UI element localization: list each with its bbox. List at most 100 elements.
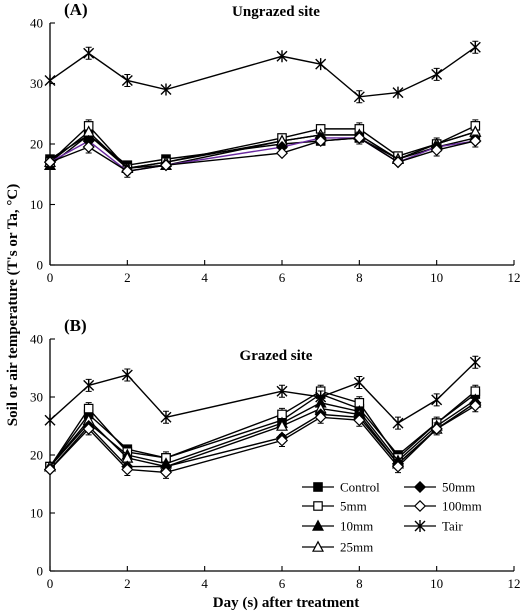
legend-label: 10mm [340, 519, 373, 534]
legend-marker [413, 499, 427, 513]
legend-entry-25mm: 25mm [302, 540, 373, 555]
data-point [353, 414, 366, 427]
x-tick-label: 12 [508, 270, 520, 285]
series-line [49, 402, 476, 470]
data-point [353, 131, 366, 144]
panel-b: 0 10 20 30 40 0 2 4 6 8 10 12 (B) Grazed site [30, 316, 520, 591]
y-tick-label: 10 [30, 506, 43, 521]
x-tick-label: 8 [356, 576, 363, 591]
data-point [83, 47, 95, 60]
series-5mm [45, 384, 481, 472]
panel-label: (A) [64, 0, 88, 19]
legend-marker [414, 520, 426, 532]
legend: Control 5mm 10mm 25mm 50mm 100mm Tair [302, 480, 482, 555]
data-point [315, 391, 327, 403]
y-tick-label: 40 [30, 332, 43, 347]
series-line [49, 390, 476, 467]
panel-title: Ungrazed site [232, 4, 320, 20]
series-line [49, 124, 476, 169]
legend-marker [413, 480, 427, 494]
data-point [391, 156, 405, 169]
data-point [43, 156, 57, 169]
data-point [392, 86, 404, 99]
y-tick-label: 30 [30, 76, 43, 91]
data-point [275, 147, 289, 160]
data-point [314, 411, 327, 424]
x-tick-label: 4 [201, 576, 208, 591]
legend-entry-10mm: 10mm [302, 519, 373, 534]
x-tick-label: 0 [47, 270, 54, 285]
data-point [314, 134, 327, 148]
x-tick-label: 12 [508, 576, 520, 591]
data-point [121, 165, 134, 178]
data-point [276, 419, 288, 431]
series-line [49, 405, 476, 474]
data-point [160, 411, 172, 424]
y-tick-label: 40 [30, 16, 43, 31]
series-line [49, 361, 476, 424]
y-tick-label: 0 [37, 564, 44, 579]
y-tick-label: 0 [37, 258, 44, 273]
series-100mm [43, 131, 482, 178]
data-point [469, 399, 482, 412]
x-tick-label: 0 [47, 576, 54, 591]
legend-entry-5mm: 5mm [302, 499, 367, 514]
data-point [469, 356, 481, 369]
x-tick-label: 10 [430, 270, 443, 285]
data-point [121, 74, 133, 87]
series-line [49, 130, 476, 169]
data-point [276, 385, 288, 398]
legend-entry-tair: Tair [404, 519, 463, 534]
series-line [49, 393, 476, 468]
series-line [49, 402, 476, 468]
legend-entry-control: Control [302, 480, 380, 495]
data-point [160, 83, 172, 96]
data-point [82, 140, 95, 154]
data-point [82, 422, 95, 435]
x-axis-label: Day (s) after treatment [213, 595, 359, 611]
data-point [392, 417, 404, 430]
legend-entry-50mm: 50mm [404, 480, 475, 495]
legend-marker [312, 519, 324, 531]
data-point [83, 379, 95, 392]
legend-entry-100mm: 100mm [404, 499, 482, 514]
panel-label: (B) [64, 316, 87, 335]
legend-marker [312, 540, 324, 552]
series-100mm [43, 399, 482, 479]
legend-label: Control [340, 480, 380, 495]
data-point [353, 376, 365, 389]
legend-marker [313, 482, 323, 492]
legend-label: 50mm [442, 480, 475, 495]
data-point [121, 463, 134, 476]
legend-marker [313, 501, 323, 511]
panel-a: 0 10 20 30 40 0 2 4 6 8 10 12 (A) Ungrazed site [30, 0, 520, 285]
data-point [121, 368, 133, 381]
legend-label: Tair [442, 519, 463, 534]
data-point [431, 68, 443, 81]
x-tick-label: 4 [201, 270, 208, 285]
data-point [44, 74, 56, 87]
series-line [49, 46, 476, 98]
data-point [315, 58, 327, 71]
x-tick-label: 6 [279, 270, 286, 285]
panel-title: Grazed site [240, 348, 313, 364]
data-point [43, 463, 57, 476]
series-tair [44, 40, 481, 104]
series-line [49, 137, 476, 172]
y-tick-label: 20 [30, 448, 43, 463]
y-tick-label: 20 [30, 137, 43, 152]
data-point [469, 41, 481, 54]
y-tick-label: 10 [30, 197, 43, 212]
data-point [430, 422, 443, 435]
data-point [159, 159, 173, 172]
data-point [391, 460, 405, 473]
legend-label: 5mm [340, 499, 367, 514]
data-point [353, 90, 365, 103]
legend-label: 25mm [340, 540, 373, 555]
data-point [276, 50, 288, 63]
series-tair [44, 355, 481, 430]
data-point [159, 466, 173, 479]
x-tick-label: 6 [279, 576, 286, 591]
data-point [83, 403, 94, 414]
data-point [44, 414, 56, 427]
